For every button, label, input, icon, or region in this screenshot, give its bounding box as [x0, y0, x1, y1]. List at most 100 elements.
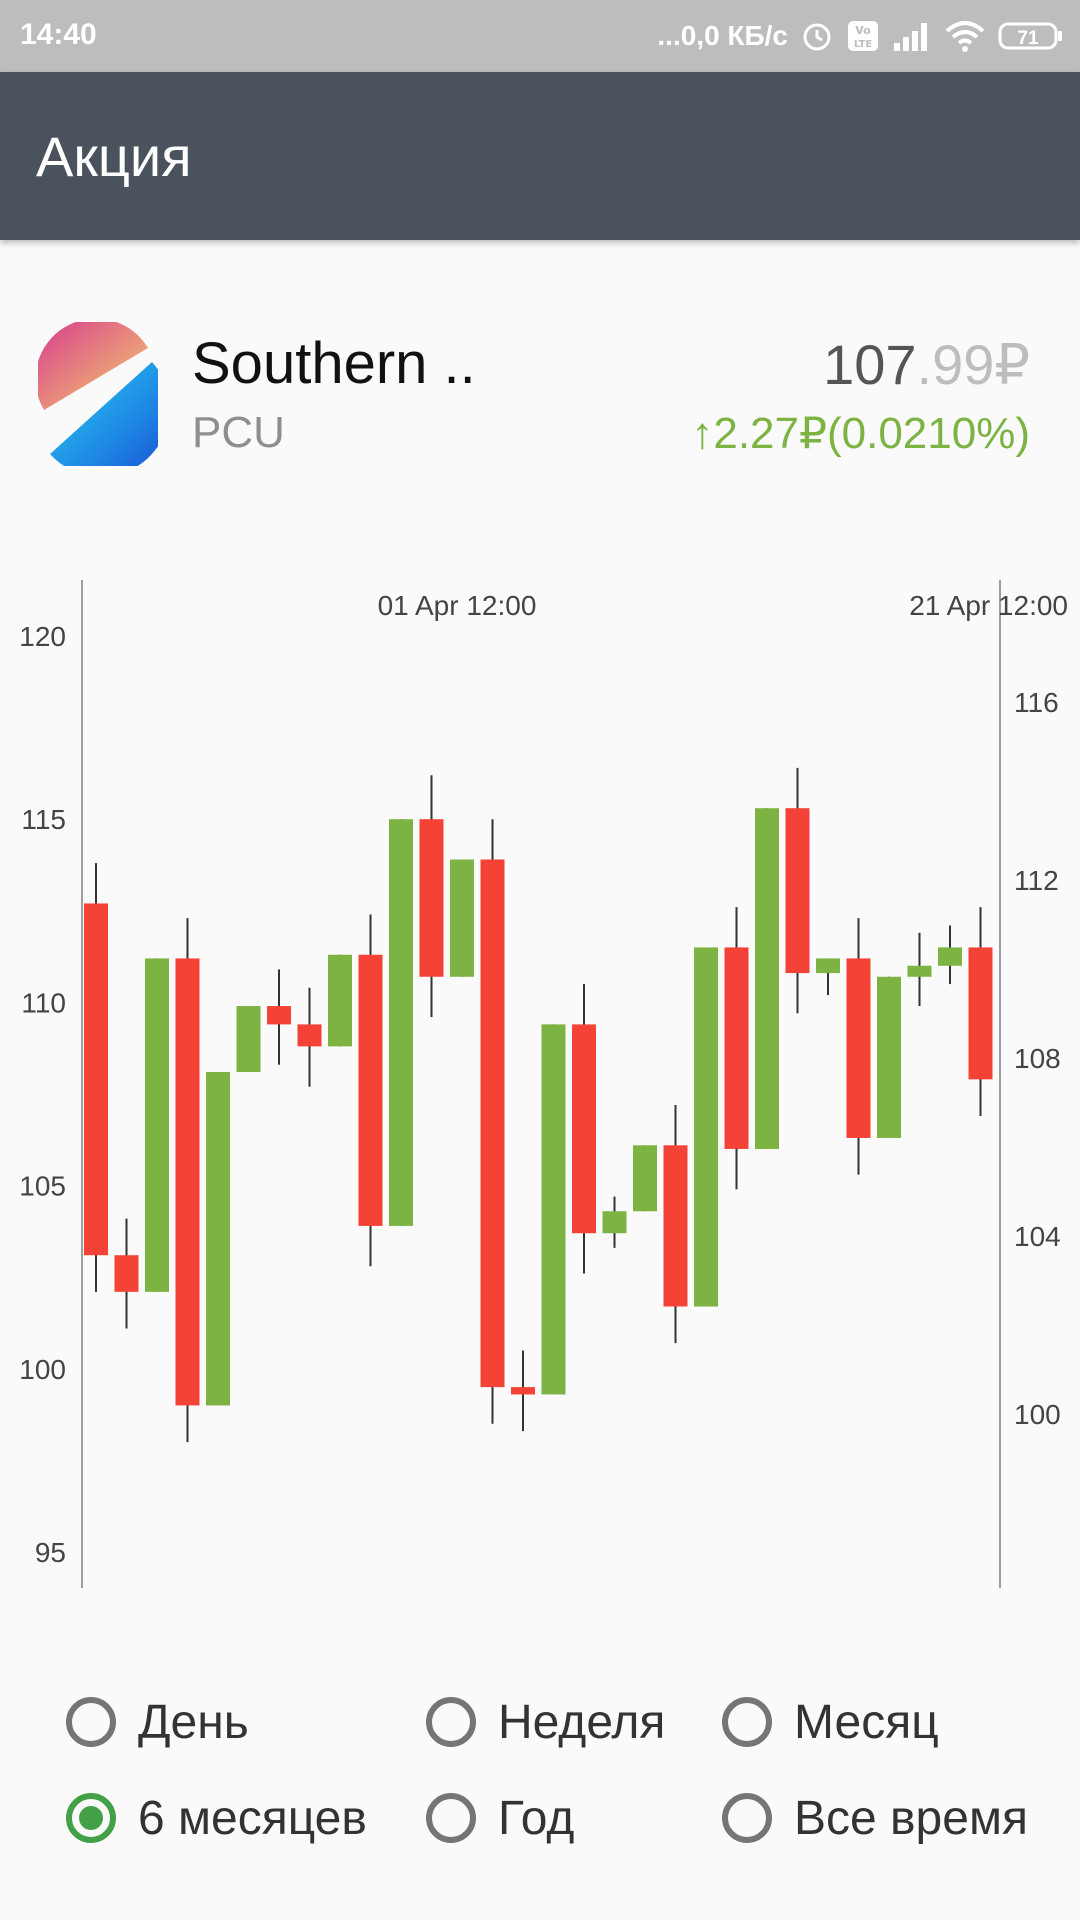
candle-up — [450, 859, 474, 977]
candle-body — [846, 958, 871, 1138]
candle-body — [785, 808, 810, 974]
status-bar: 14:40 ...0,0 КБ/с Vo LTE 71 — [0, 0, 1080, 72]
svg-text:LTE: LTE — [854, 39, 873, 50]
period-label: Неделя — [498, 1695, 666, 1749]
candle-body — [297, 1024, 322, 1047]
candle-body — [663, 1145, 688, 1307]
candle-down — [511, 1350, 535, 1432]
candle-body — [694, 947, 718, 1307]
radio-circle-checked[interactable] — [66, 1793, 116, 1843]
candle-body — [938, 947, 962, 966]
candle-body — [145, 958, 169, 1292]
candle-up — [328, 954, 352, 1047]
net-speed: ...0,0 КБ/с — [657, 20, 788, 51]
alarm-icon — [803, 23, 831, 51]
candle-down — [267, 969, 291, 1065]
candle-body — [602, 1211, 627, 1234]
period-day[interactable]: День — [66, 1690, 249, 1754]
right-tick-label: 112 — [1014, 865, 1059, 896]
candle-body — [633, 1145, 657, 1212]
time-label: 01 Apr 12:00 — [378, 590, 537, 621]
candle-down — [724, 907, 749, 1190]
candle-down — [572, 984, 596, 1274]
candle-body — [572, 1024, 596, 1234]
period-week[interactable]: Неделя — [426, 1690, 665, 1754]
candle-up — [602, 1196, 627, 1248]
candle-up — [633, 1145, 657, 1212]
period-all-time[interactable]: Все время — [722, 1786, 1028, 1850]
left-tick-label: 120 — [19, 621, 66, 652]
right-tick-label: 116 — [1014, 687, 1059, 718]
chart-axes: 120 115 110 105 100 95 116 112 108 104 100 01 Apr 1… — [19, 580, 1068, 1588]
candle-down — [419, 775, 444, 1018]
candle-body — [816, 958, 840, 974]
candle-body — [968, 947, 993, 1080]
candle-body — [84, 903, 108, 1256]
candle-body — [358, 954, 383, 1226]
radio-circle[interactable] — [66, 1697, 116, 1747]
stock-name: Southern .. — [192, 331, 476, 396]
candle-body — [267, 1006, 291, 1025]
period-label: Год — [498, 1791, 575, 1845]
candle-body — [907, 965, 932, 977]
right-tick-label: 108 — [1014, 1043, 1061, 1074]
right-tick-label: 104 — [1014, 1221, 1061, 1252]
battery-icon: 71 — [998, 22, 1062, 50]
period-selector: День Неделя Месяц 6 месяцев Год Все врем… — [0, 1690, 1080, 1890]
svg-text:Vo: Vo — [855, 24, 871, 37]
radio-circle[interactable] — [426, 1793, 476, 1843]
candle-body — [541, 1024, 566, 1395]
candle-up — [236, 1006, 261, 1073]
candle-body — [755, 808, 779, 1149]
candle-down — [297, 987, 322, 1087]
battery-level: 71 — [1017, 28, 1039, 49]
radio-circle[interactable] — [722, 1697, 772, 1747]
candle-up — [145, 958, 169, 1292]
radio-circle[interactable] — [722, 1793, 772, 1843]
right-tick-label: 100 — [1014, 1399, 1061, 1430]
left-tick-label: 115 — [21, 804, 66, 835]
stock-ticker: PCU — [192, 408, 285, 457]
chart-candles — [84, 767, 993, 1443]
period-6-months[interactable]: 6 месяцев — [66, 1786, 367, 1850]
candle-body — [206, 1072, 230, 1406]
candle-up — [694, 947, 718, 1307]
signal-icon — [894, 23, 927, 51]
period-label: День — [138, 1695, 249, 1749]
left-tick-label: 105 — [19, 1171, 66, 1202]
candle-up — [755, 808, 779, 1149]
stock-header: Southern .. PCU 107.99₽ ↑2.27₽(0.0210%) — [0, 300, 1080, 500]
period-year[interactable]: Год — [426, 1786, 574, 1850]
candle-body — [175, 958, 200, 1406]
candle-down — [175, 918, 200, 1443]
candle-up — [206, 1072, 230, 1406]
candlestick-chart[interactable]: 120 115 110 105 100 95 116 112 108 104 100 01 Apr 1… — [0, 580, 1080, 1600]
candle-body — [511, 1387, 535, 1395]
time-label: 21 Apr 12:00 — [909, 590, 1068, 621]
candle-body — [114, 1255, 139, 1292]
candle-body — [724, 947, 749, 1149]
candle-body — [236, 1006, 261, 1073]
candle-up — [816, 958, 840, 996]
candle-body — [450, 859, 474, 977]
status-time: 14:40 — [20, 18, 97, 51]
candle-down — [480, 819, 505, 1424]
candle-up — [389, 819, 413, 1226]
candle-down — [358, 914, 383, 1267]
candle-down — [114, 1218, 139, 1329]
candle-body — [480, 859, 505, 1388]
radio-circle[interactable] — [426, 1697, 476, 1747]
candle-up — [541, 1024, 566, 1395]
period-month[interactable]: Месяц — [722, 1690, 939, 1754]
price-main: 107 — [823, 333, 917, 396]
status-icons: ...0,0 КБ/с Vo LTE 71 — [657, 14, 1064, 58]
wifi-icon — [945, 21, 985, 52]
candle-body — [328, 954, 352, 1047]
left-tick-label: 95 — [35, 1537, 66, 1568]
price-change: ↑2.27₽(0.0210%) — [691, 409, 1030, 458]
candle-down — [785, 767, 810, 1014]
candle-down — [663, 1104, 688, 1344]
left-tick-label: 100 — [19, 1354, 66, 1385]
period-label: Месяц — [794, 1695, 939, 1749]
candle-up — [938, 925, 962, 985]
